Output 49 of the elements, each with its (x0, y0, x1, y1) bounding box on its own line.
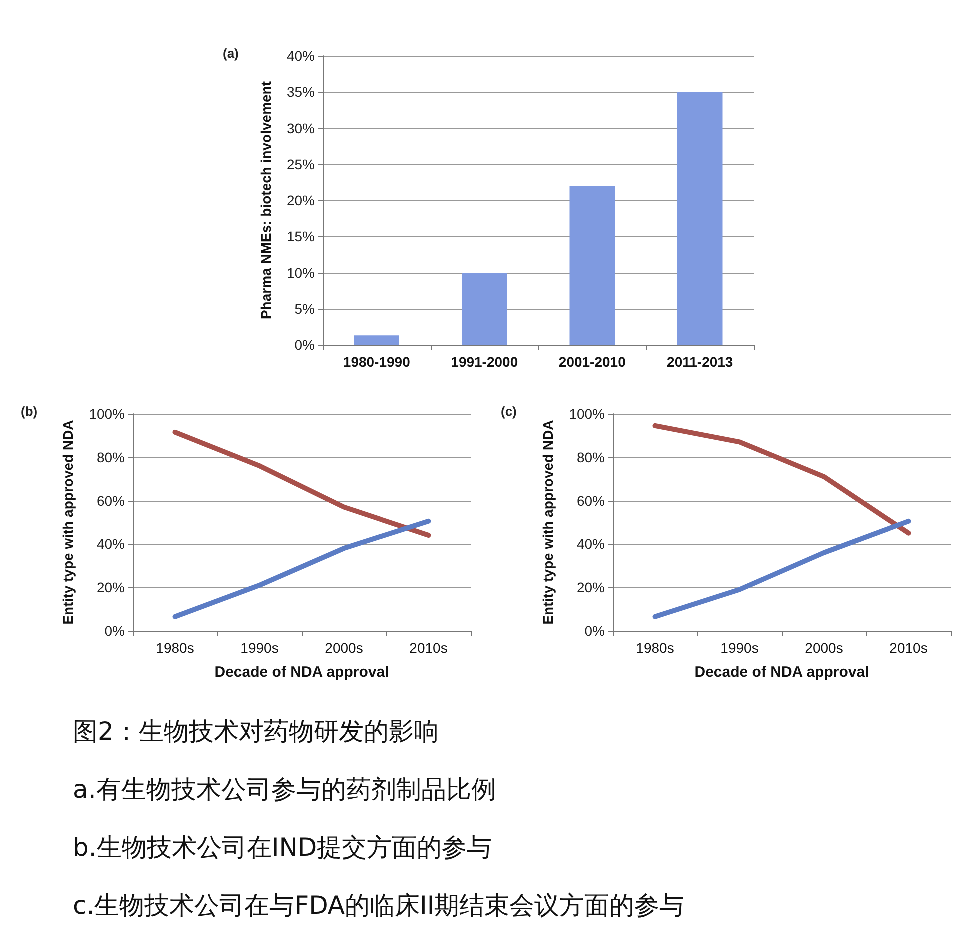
x-tick-label: 2010s (410, 640, 448, 656)
y-tick-label: 80% (576, 449, 605, 466)
y-tick-label: 15% (286, 228, 315, 245)
y-tick-label: 60% (96, 492, 125, 509)
y-tick-label: 0% (104, 623, 125, 639)
x-tick-label: 1990s (240, 640, 279, 656)
chart-title: (a) (223, 46, 239, 61)
x-tick-label: 2000s (805, 640, 844, 656)
x-tick-label: 1991-2000 (451, 354, 518, 370)
y-axis-title: Pharma NMEs: biotech involvement (258, 81, 274, 320)
text: b.生物技术公司在IND提交方面的参与 (73, 832, 494, 864)
y-tick-label: 100% (89, 406, 125, 422)
y-tick-label: 20% (286, 192, 315, 208)
y-axis-title: Entity type with approved NDA (60, 420, 76, 625)
text: a.有生物技术公司参与的药剂制品比例 (73, 774, 498, 806)
x-tick-label: 2011-2013 (667, 354, 734, 370)
y-tick-label: 100% (569, 406, 605, 422)
y-tick-label: 60% (576, 492, 605, 509)
x-tick-label: 2000s (325, 640, 364, 656)
x-axis-title: Decade of NDA approval (214, 664, 390, 681)
x-tick-label: 1990s (720, 640, 759, 656)
y-tick-label: 40% (96, 536, 125, 552)
text: c.生物技术公司在与FDA的临床II期结束会议方面的参与 (73, 890, 686, 922)
caption: 图2：生物技术对药物研发的影响 (73, 716, 440, 748)
y-tick-label: 40% (576, 536, 605, 552)
y-tick-label: 30% (286, 120, 315, 136)
y-tick-label: 35% (286, 84, 315, 100)
x-tick-label: 1980s (156, 640, 194, 656)
x-tick-label: 2001-2010 (558, 354, 626, 370)
y-tick-label: 20% (576, 580, 605, 596)
x-tick-label: 1980-1990 (343, 354, 411, 370)
y-tick-label: 25% (286, 156, 315, 172)
text: (c) (501, 404, 517, 419)
y-tick-label: 5% (294, 300, 315, 317)
x-tick-label: 2010s (890, 640, 928, 656)
bar (570, 186, 616, 345)
bar (678, 92, 723, 345)
y-tick-label: 80% (96, 449, 125, 466)
chart-title: (b) (21, 404, 38, 419)
y-tick-label: 10% (286, 264, 315, 281)
x-axis-title: Decade of NDA approval (694, 664, 870, 681)
bar (462, 272, 508, 345)
y-tick-label: 0% (584, 623, 605, 639)
y-axis-title: Entity type with approved NDA (540, 420, 556, 625)
bar (354, 336, 400, 345)
x-tick-label: 1980s (636, 640, 674, 656)
y-tick-label: 40% (286, 48, 315, 64)
y-tick-label: 20% (96, 580, 125, 596)
y-tick-label: 0% (294, 337, 315, 353)
